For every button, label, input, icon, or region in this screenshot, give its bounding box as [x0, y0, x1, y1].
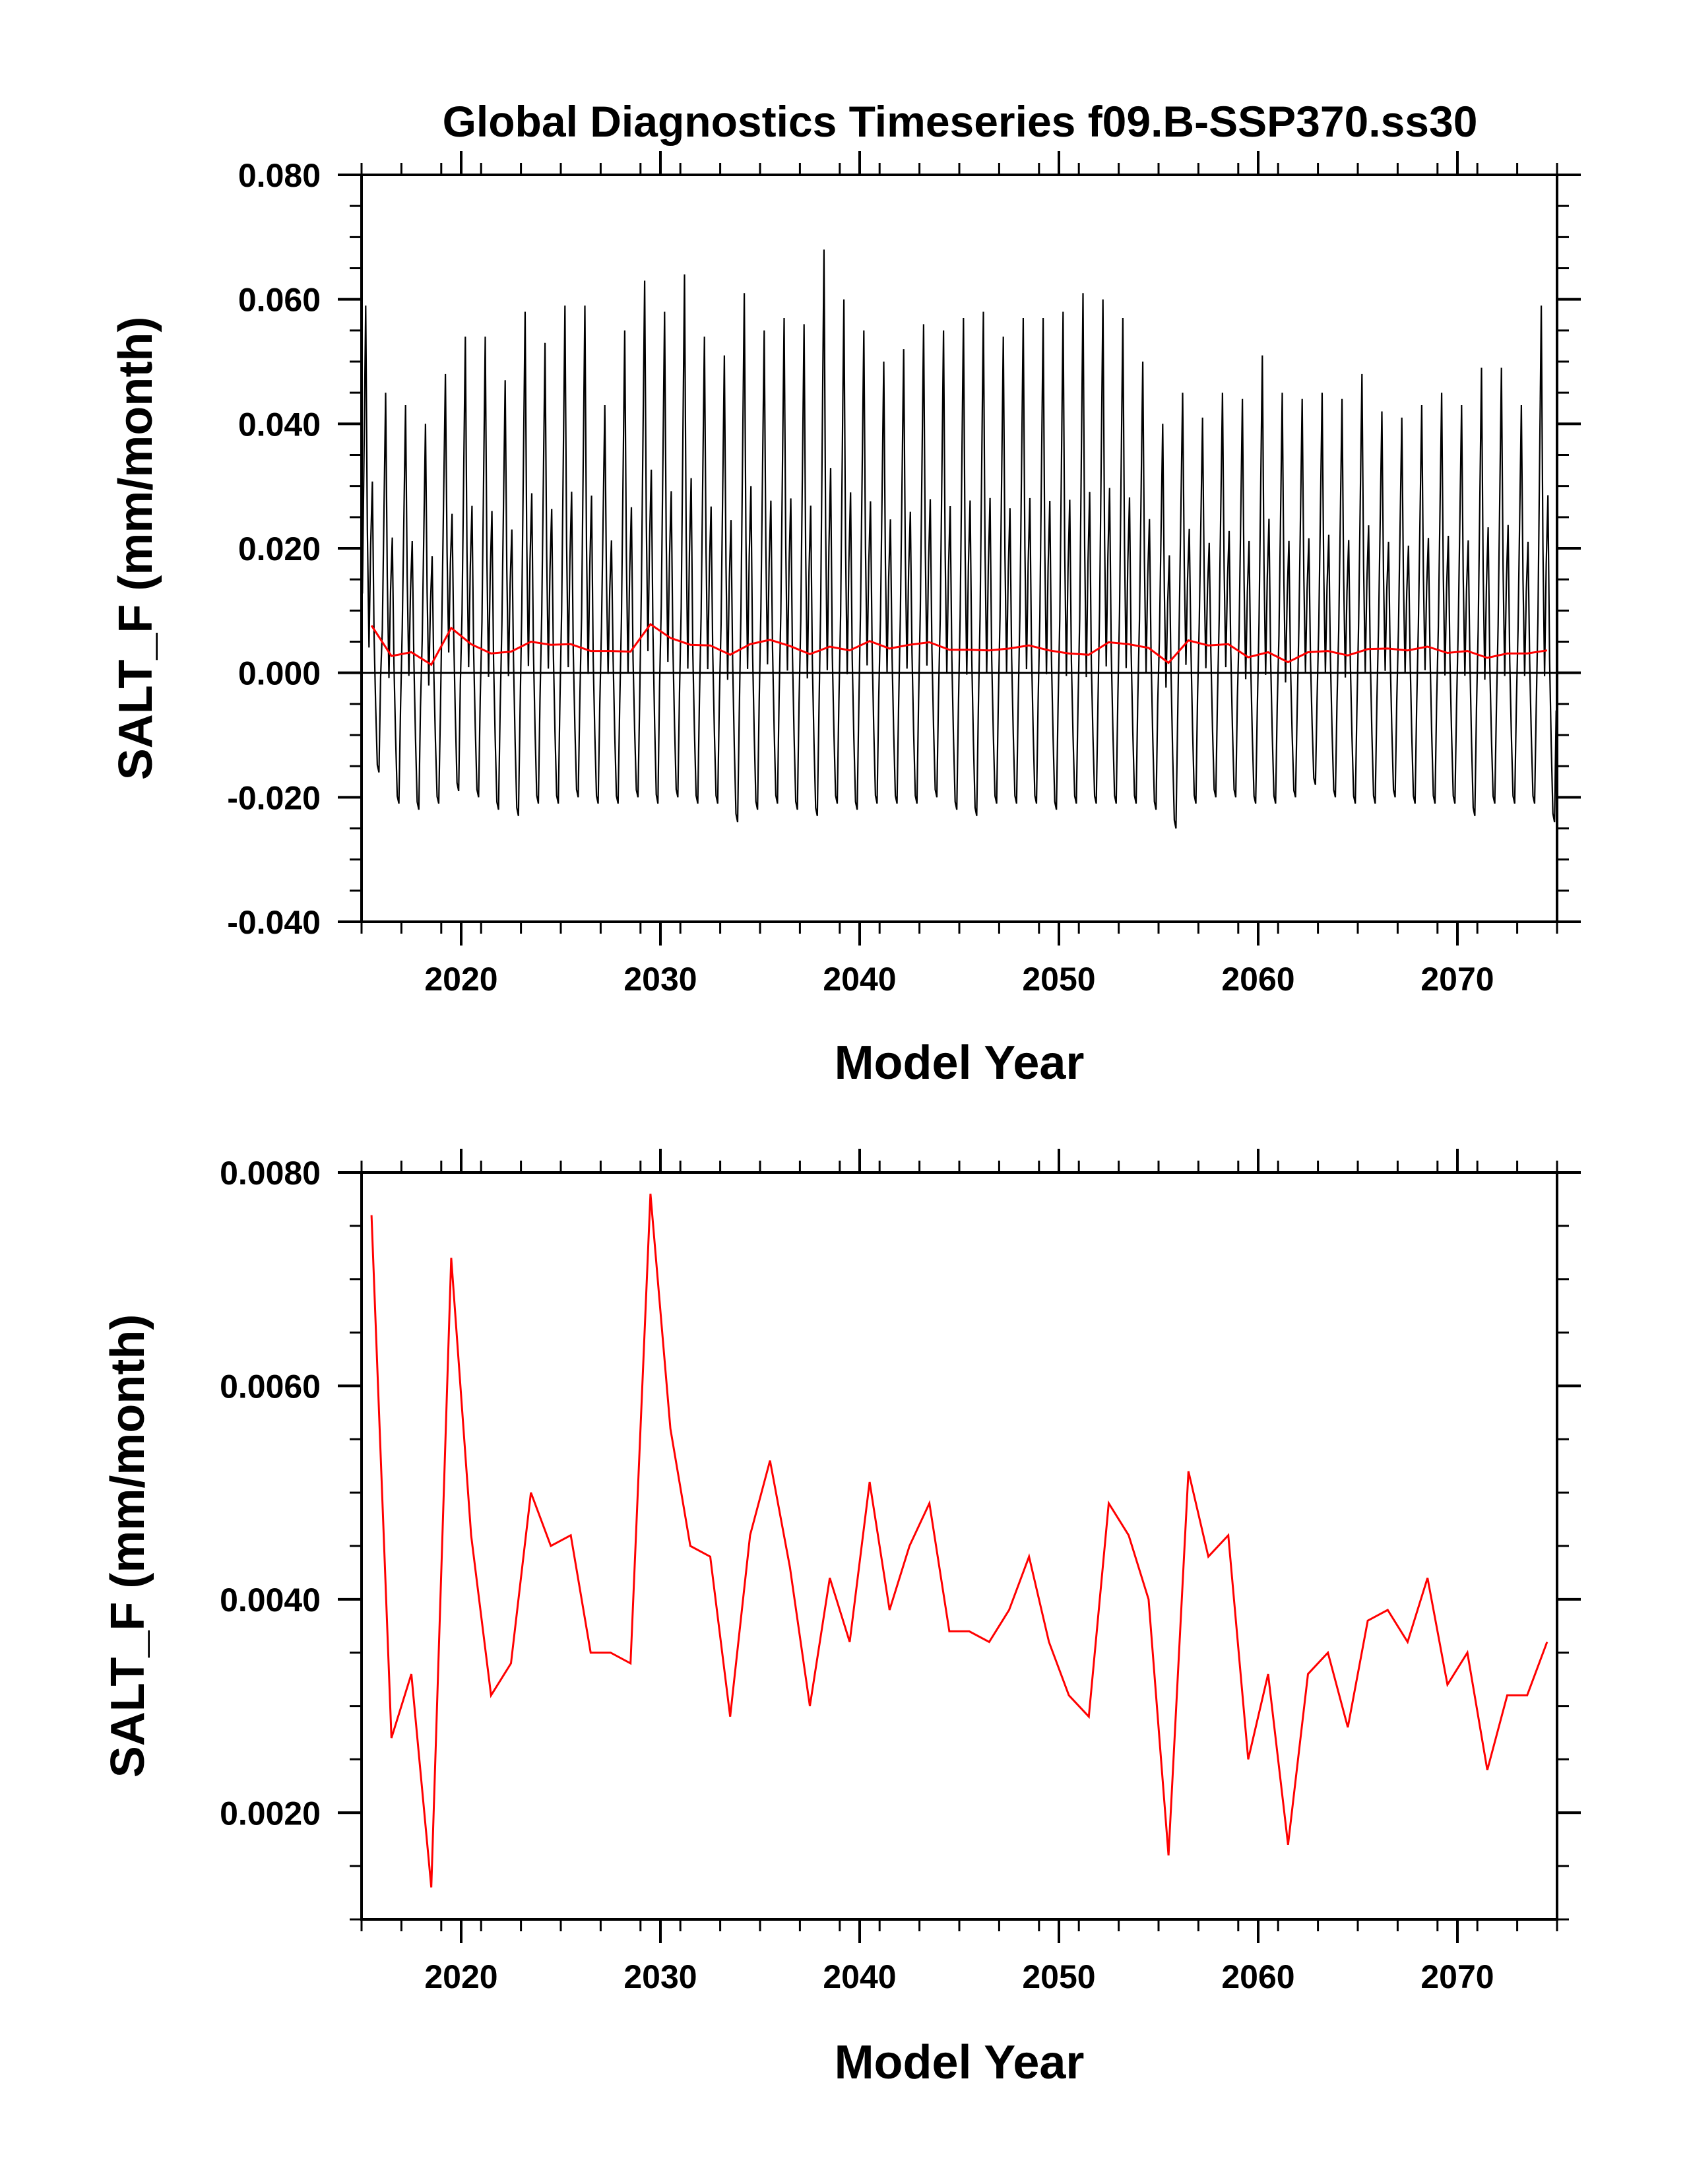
top-y-tick-label: 0.080 — [238, 157, 321, 194]
top-x-tick-label: 2070 — [1420, 961, 1494, 998]
top-y-tick-label: -0.040 — [227, 904, 321, 941]
bottom-annual-series-line — [370, 1194, 1548, 1888]
top-x-tick-label: 2030 — [623, 961, 697, 998]
top-y-tick-label: 0.000 — [238, 655, 321, 692]
top-x-tick-label: 2050 — [1022, 961, 1095, 998]
top-panel: 2020 2030 2040 2050 2060 2070 -0.040 -0.020 0.00… — [110, 151, 1581, 1089]
bottom-x-axis-label: Model Year — [835, 2036, 1085, 2089]
bottom-x-tick-label: 2060 — [1221, 1958, 1294, 1995]
top-y-tick-label: -0.020 — [227, 779, 321, 816]
top-monthly-series-line — [362, 249, 1557, 829]
top-y-axis-label: SALT_F (mm/month) — [110, 317, 162, 781]
bottom-x-tick-label: 2050 — [1022, 1958, 1095, 1995]
bottom-y-tick-label: 0.0040 — [220, 1582, 321, 1619]
top-x-tick-label: 2060 — [1221, 961, 1294, 998]
bottom-plot-frame — [360, 1171, 1558, 1921]
bottom-y-tick-label: 0.0060 — [220, 1368, 321, 1405]
top-y-tick-label: 0.060 — [238, 282, 321, 319]
top-x-axis-label: Model Year — [835, 1037, 1085, 1089]
bottom-x-tick-label: 2040 — [823, 1958, 896, 1995]
top-x-tick-label: 2040 — [823, 961, 896, 998]
top-x-tick-label: 2020 — [424, 961, 497, 998]
bottom-x-tick-label: 2030 — [623, 1958, 697, 1995]
bottom-x-tick-label: 2020 — [424, 1958, 497, 1995]
top-y-tick-label: 0.020 — [238, 530, 321, 567]
chart-title: Global Diagnostics Timeseries f09.B-SSP3… — [443, 97, 1478, 146]
bottom-panel: 2020 2030 2040 2050 2060 2070 0.0020 0.0040 0.00… — [102, 1149, 1581, 2089]
bottom-y-tick-label: 0.0020 — [220, 1795, 321, 1832]
bottom-y-tick-label: 0.0080 — [220, 1155, 321, 1192]
top-annual-series-line — [370, 623, 1548, 666]
top-plot-frame — [360, 174, 1558, 923]
top-y-tick-label: 0.040 — [238, 406, 321, 443]
bottom-y-axis-label: SALT_F (mm/month) — [102, 1314, 154, 1778]
bottom-x-tick-label: 2070 — [1420, 1958, 1494, 1995]
